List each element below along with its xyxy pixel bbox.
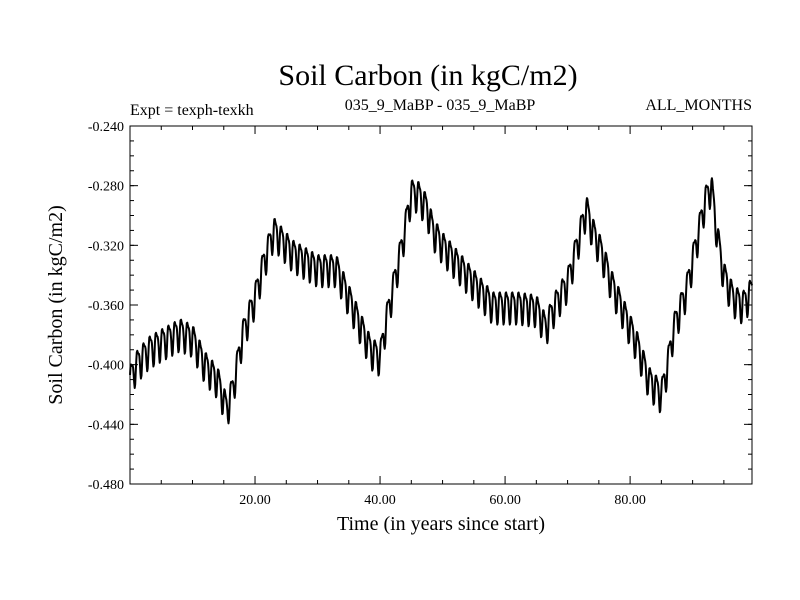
y-tick-label: -0.440 xyxy=(88,418,124,433)
plot-area: -0.240 -0.280 -0.320 -0.360 -0.400 -0.440 -0.4… xyxy=(88,120,753,508)
plot-frame xyxy=(129,125,753,485)
x-tick-label: 20.00 xyxy=(239,493,271,508)
y-tick-label: -0.320 xyxy=(88,239,124,254)
months-label: ALL_MONTHS xyxy=(645,97,752,114)
x-tick-label: 60.00 xyxy=(489,493,521,508)
y-tick-label: -0.400 xyxy=(88,359,124,374)
y-tick-label: -0.360 xyxy=(88,299,124,314)
period-label: 035_9_MaBP - 035_9_MaBP xyxy=(345,97,536,114)
experiment-label: Expt = texph-texkh xyxy=(130,102,254,119)
soil-carbon-series-line xyxy=(129,177,753,425)
y-tick-label: -0.280 xyxy=(88,180,124,195)
x-axis-title: Time (in years since start) xyxy=(337,513,545,535)
x-tick-label: 80.00 xyxy=(614,493,646,508)
y-tick-label: -0.480 xyxy=(88,478,124,493)
chart-title: Soil Carbon (in kgC/m2) xyxy=(278,59,577,92)
y-axis-title: Soil Carbon (in kgC/m2) xyxy=(45,205,67,404)
x-tick-label: 40.00 xyxy=(364,493,396,508)
y-tick-label: -0.240 xyxy=(88,120,124,135)
